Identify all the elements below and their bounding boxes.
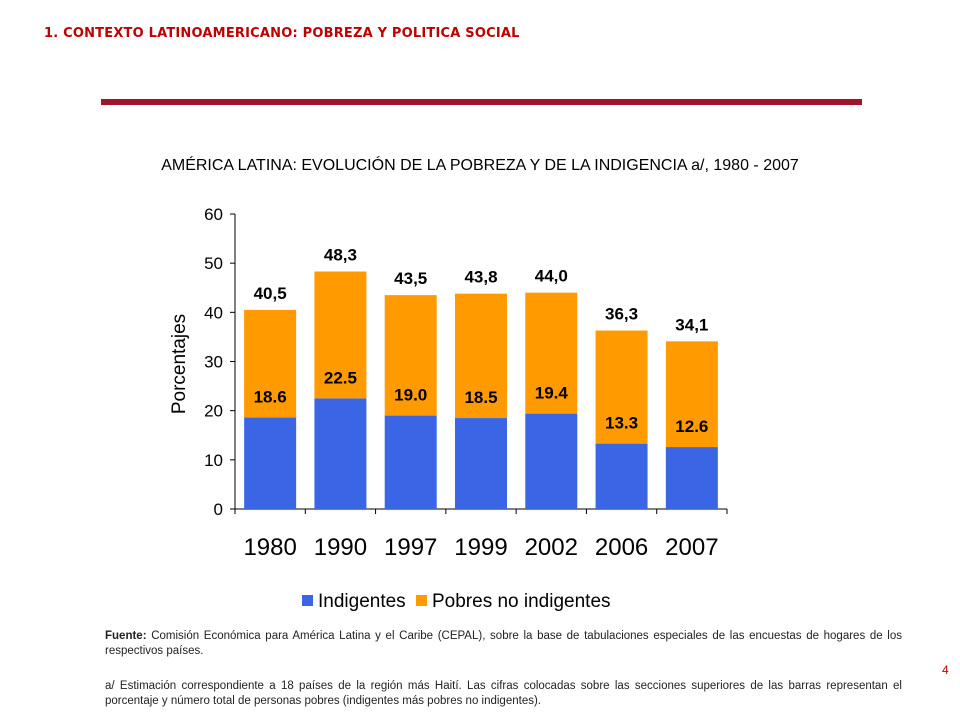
data-label-indigentes: 13.3 xyxy=(605,414,638,433)
x-tick-label: 1997 xyxy=(384,534,437,561)
data-label-total: 34,1 xyxy=(675,315,708,334)
data-label-total: 40,5 xyxy=(254,284,287,303)
data-label-total: 43,8 xyxy=(464,268,497,287)
data-label-indigentes: 19.4 xyxy=(535,384,569,403)
legend-label-indigentes: Indigentes xyxy=(318,591,406,612)
data-label-total: 44,0 xyxy=(535,267,568,286)
data-label-indigentes: 19.0 xyxy=(394,386,427,405)
legend-swatch-indigentes xyxy=(302,595,313,606)
bar-pobres-no-indigentes xyxy=(384,295,437,416)
bar-pobres-no-indigentes xyxy=(244,309,297,418)
x-tick-label: 2006 xyxy=(595,534,648,561)
data-label-total: 48,3 xyxy=(324,246,357,265)
bar-pobres-no-indigentes xyxy=(665,341,718,448)
bar-indigentes xyxy=(455,418,507,509)
x-tick-label: 1990 xyxy=(314,534,367,561)
y-tick-label: 0 xyxy=(214,500,223,519)
legend-label-pobres: Pobres no indigentes xyxy=(432,591,611,612)
data-label-indigentes: 18.5 xyxy=(464,388,497,407)
footnote: a/ Estimación correspondiente a 18 paíse… xyxy=(105,680,902,707)
source-label: Fuente: xyxy=(105,630,147,642)
bar-indigentes xyxy=(314,398,367,509)
bar-indigentes xyxy=(595,443,648,509)
page-number: 4 xyxy=(942,663,949,677)
section-title: 1. CONTEXTO LATINOAMERICANO: POBREZA Y P… xyxy=(44,26,520,41)
chart-title: AMÉRICA LATINA: EVOLUCIÓN DE LA POBREZA … xyxy=(161,157,799,174)
y-tick-label: 60 xyxy=(204,205,223,224)
bar-pobres-no-indigentes xyxy=(455,293,507,419)
x-tick-label: 1980 xyxy=(243,534,296,561)
bar-indigentes xyxy=(665,447,718,509)
source-note: Fuente: Comisión Económica para América … xyxy=(105,629,902,659)
bar-indigentes xyxy=(244,417,297,509)
data-label-total: 43,5 xyxy=(394,269,427,288)
y-tick-label: 40 xyxy=(204,303,223,322)
y-tick-label: 30 xyxy=(204,353,223,372)
x-tick-label: 1999 xyxy=(454,534,507,561)
y-tick-label: 10 xyxy=(204,451,223,470)
data-label-total: 36,3 xyxy=(605,305,638,324)
data-label-indigentes: 12.6 xyxy=(675,417,708,436)
bar-pobres-no-indigentes xyxy=(595,330,648,444)
y-tick-label: 20 xyxy=(204,402,223,421)
x-tick-label: 2002 xyxy=(525,534,578,561)
bar-pobres-no-indigentes xyxy=(525,292,578,414)
source-text: Comisión Económica para América Latina y… xyxy=(105,630,902,657)
bar-indigentes xyxy=(384,415,437,509)
title-rule xyxy=(101,99,862,105)
bar-indigentes xyxy=(525,413,578,509)
x-tick-label: 2007 xyxy=(665,534,718,561)
legend-swatch-pobres xyxy=(416,595,427,606)
data-label-indigentes: 18.6 xyxy=(254,388,287,407)
stacked-bar-chart: 0 10 20 30 40 50 60 Porcentajes 18.6 40,5 1980 22.5… xyxy=(169,205,728,612)
y-tick-label: 50 xyxy=(204,254,223,273)
data-label-indigentes: 22.5 xyxy=(324,368,357,387)
bar-pobres-no-indigentes xyxy=(314,271,367,399)
y-axis-label: Porcentajes xyxy=(169,314,190,414)
